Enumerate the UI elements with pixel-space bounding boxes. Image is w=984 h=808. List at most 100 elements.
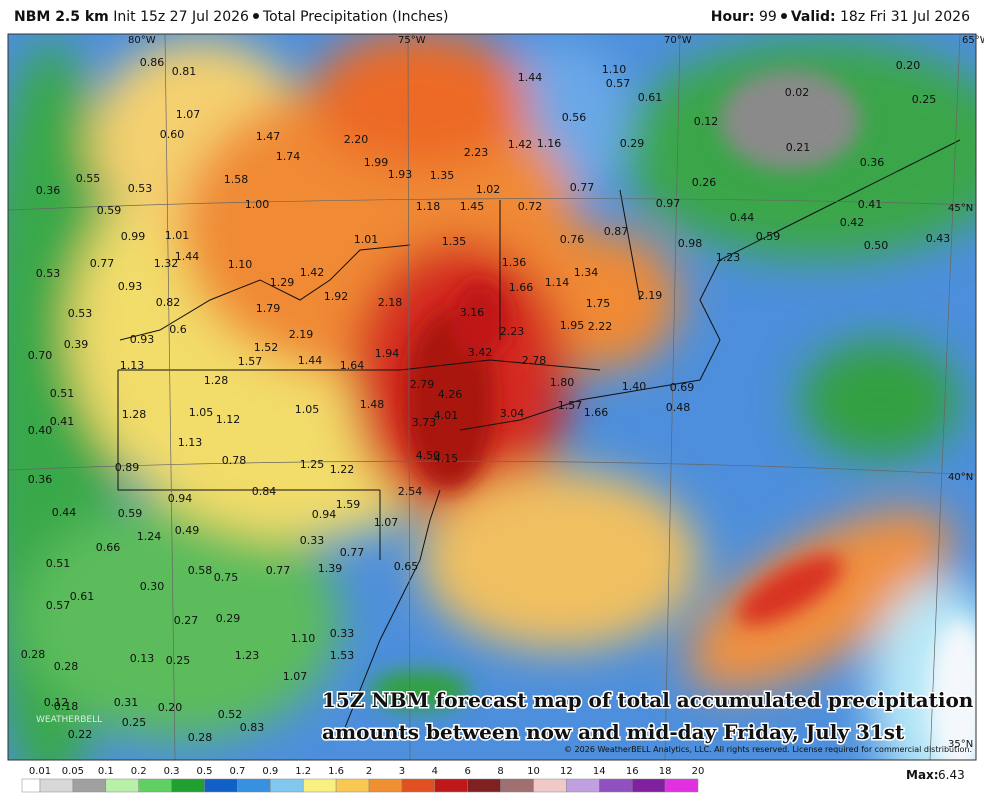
legend-swatch [171, 778, 205, 793]
graticule-label: 35°N [948, 739, 973, 750]
coastlines [117, 139, 961, 741]
station-value: 0.57 [606, 77, 631, 90]
station-value: 0.94 [168, 492, 193, 505]
legend-label: 3 [399, 766, 405, 777]
station-value: 0.86 [140, 56, 165, 69]
legend-swatch [138, 778, 172, 793]
coastline [459, 139, 961, 431]
legend-label: 14 [593, 766, 606, 777]
header-left: NBM 2.5 km Init 15z 27 Jul 2026 Total Pre… [14, 9, 448, 25]
legend-swatch [533, 778, 567, 793]
legend-label: 20 [692, 766, 705, 777]
legend-label: 0.5 [197, 766, 213, 777]
legend-label: 10 [527, 766, 540, 777]
station-value: 0.36 [36, 184, 61, 197]
station-value: 2.22 [588, 320, 613, 333]
station-values: 0.860.81 1.441.100.570.610.200.250.020.56… [21, 56, 951, 744]
state-borders [117, 189, 641, 560]
station-value: 1.07 [176, 108, 201, 121]
station-value: 1.39 [318, 562, 343, 575]
station-value: 4.15 [434, 452, 459, 465]
station-value: 0.50 [864, 239, 889, 252]
legend-swatch [566, 778, 600, 793]
station-value: 0.44 [730, 211, 755, 224]
station-value: 1.05 [295, 403, 320, 416]
station-value: 4.26 [438, 388, 463, 401]
hour-value: 99 [759, 9, 777, 25]
station-value: 1.23 [235, 649, 260, 662]
separator [252, 13, 259, 19]
station-value: 0.30 [140, 580, 165, 593]
station-value: 0.25 [122, 716, 147, 729]
station-value: 0.81 [172, 65, 197, 78]
station-value: 2.54 [398, 485, 423, 498]
station-value: 0.31 [114, 696, 139, 709]
station-value: 1.35 [430, 169, 455, 182]
station-value: 1.01 [354, 233, 379, 246]
legend-swatch [467, 778, 501, 793]
legend-label: 2 [366, 766, 372, 777]
legend-swatch [105, 778, 139, 793]
station-value: 1.23 [716, 251, 741, 264]
station-value: 0.65 [394, 560, 419, 573]
station-value: 1.36 [502, 256, 527, 269]
station-value: 1.14 [545, 276, 570, 289]
station-value: 0.36 [28, 473, 53, 486]
station-value: 0.33 [300, 534, 325, 547]
annotation-line: 15Z NBM forecast map of total accumulate… [322, 688, 974, 712]
graticule-label: 65°W [962, 35, 984, 46]
station-value: 0.61 [70, 590, 95, 603]
station-value: 0.12 [44, 696, 69, 709]
legend-label: 0.9 [262, 766, 278, 777]
station-value: 0.97 [656, 197, 681, 210]
station-value: 3.73 [412, 416, 437, 429]
legend-swatch [204, 778, 238, 793]
annotation-line: amounts between now and mid-day Friday, … [322, 720, 905, 744]
station-value: 1.92 [324, 290, 349, 303]
station-value: 0.53 [128, 182, 153, 195]
station-value: 0.60 [160, 128, 185, 141]
station-value: 2.23 [500, 325, 525, 338]
station-value: 0.94 [312, 508, 337, 521]
station-value: 1.93 [388, 168, 413, 181]
station-value: 1.75 [586, 297, 611, 310]
legend-swatch [664, 778, 699, 793]
legend-label: 0.2 [131, 766, 147, 777]
station-value: 1.28 [204, 374, 229, 387]
station-value: 0.27 [174, 614, 199, 627]
station-value: 0.41 [50, 415, 75, 428]
station-value: 2.78 [522, 354, 547, 367]
station-value: 0.55 [76, 172, 101, 185]
model-name: NBM 2.5 km [14, 9, 109, 25]
precip-field [8, 34, 976, 760]
legend-label: 18 [659, 766, 672, 777]
station-value: 0.48 [666, 401, 691, 414]
legend-swatch [368, 778, 403, 793]
station-value: 0.39 [64, 338, 89, 351]
station-value: 0.58 [188, 564, 213, 577]
station-value: 1.95 [560, 319, 585, 332]
station-value: 0.41 [858, 198, 883, 211]
station-value: 0.89 [115, 461, 140, 474]
station-value: 0.87 [604, 225, 629, 238]
station-value: 0.21 [786, 141, 811, 154]
station-value: 0.51 [50, 387, 75, 400]
station-value: 1.44 [518, 71, 543, 84]
station-value: 1.66 [584, 406, 609, 419]
station-value: 0.42 [840, 216, 865, 229]
station-value: 0.93 [130, 333, 155, 346]
legend-label: 6 [465, 766, 471, 777]
coastline [339, 489, 441, 741]
max-label: Max: [906, 768, 939, 782]
station-value: 4.50 [416, 449, 441, 462]
station-value: 0.75 [214, 571, 239, 584]
station-value: 0.61 [638, 91, 663, 104]
legend-label: 0.1 [98, 766, 114, 777]
station-value: 1.10 [291, 632, 316, 645]
station-value: 2.19 [638, 289, 663, 302]
station-value: 0.70 [28, 349, 53, 362]
station-value: 0.28 [188, 731, 213, 744]
station-value: 0.93 [118, 280, 143, 293]
legend-swatch [434, 778, 468, 793]
separator [780, 13, 787, 19]
